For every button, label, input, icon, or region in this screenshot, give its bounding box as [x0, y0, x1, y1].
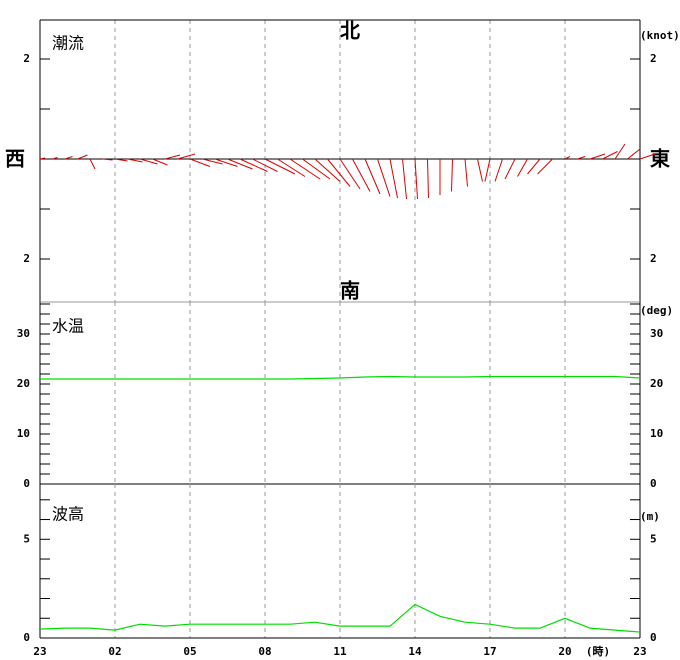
y-tick-label: 20 [17, 377, 30, 390]
current-vector [127, 158, 143, 163]
current-vector [102, 158, 113, 161]
x-tick-label: 11 [333, 645, 347, 658]
current-vector [214, 158, 238, 167]
y-tick-label: 2 [23, 52, 30, 65]
y-tick-label: 30 [650, 327, 663, 340]
y-tick-label: 0 [650, 477, 657, 490]
y-tick-label: 0 [23, 477, 30, 490]
y-tick-label: 30 [17, 327, 30, 340]
y-tick-label: 10 [650, 427, 663, 440]
x-axis-label: (時) [586, 644, 610, 658]
current-vector [227, 158, 253, 170]
y-tick-label: 0 [650, 631, 657, 644]
x-tick-label: 20 [558, 645, 571, 658]
current-vector [239, 158, 268, 172]
x-tick-label: 02 [108, 645, 121, 658]
y-tick-label: 2 [650, 52, 657, 65]
y-tick-label: 2 [23, 252, 30, 265]
current-vector [64, 156, 73, 160]
current-vector [202, 158, 223, 165]
current-vector [504, 158, 516, 180]
current-vector [189, 158, 211, 167]
x-tick-label: 05 [183, 645, 196, 658]
x-tick-label: 23 [633, 645, 646, 658]
current-vector [327, 158, 351, 187]
y-tick-label: 5 [23, 532, 30, 545]
current-vector [577, 156, 586, 160]
current-vector [39, 157, 46, 160]
unit-label: (deg) [640, 304, 673, 317]
x-tick-label: 23 [33, 645, 46, 658]
current-vector [277, 158, 306, 177]
x-tick-label: 17 [483, 645, 496, 658]
current-vector [627, 148, 641, 160]
current-vector [639, 153, 656, 160]
current-vector [484, 158, 491, 182]
current-vector [377, 158, 391, 197]
current-vector [602, 151, 618, 160]
current-vector [494, 158, 503, 182]
current-vector [402, 158, 407, 200]
unit-label: (m) [640, 510, 660, 523]
current-vector [339, 158, 361, 190]
current-vector [564, 156, 571, 160]
current-vector [414, 158, 418, 200]
current-vector [314, 158, 341, 182]
direction-west: 西 [5, 147, 25, 171]
current-vector [152, 158, 168, 166]
current-vector [427, 158, 429, 199]
y-tick-label: 20 [650, 377, 663, 390]
current-vector [589, 153, 606, 160]
unit-label: (knot) [640, 29, 680, 42]
data-line [40, 375, 641, 380]
y-tick-label: 0 [23, 631, 30, 644]
x-tick-label: 08 [258, 645, 271, 658]
panel-title: 水温 [52, 317, 84, 336]
current-vector [352, 158, 371, 192]
panel-title: 波高 [52, 505, 84, 524]
direction-north: 北 [340, 19, 360, 43]
current-vector [139, 158, 158, 165]
current-vector [164, 154, 181, 160]
current-vector [89, 158, 96, 170]
direction-east: 東 [650, 147, 670, 171]
current-vector [451, 158, 453, 192]
y-tick-label: 5 [650, 532, 657, 545]
current-vector [77, 154, 88, 160]
current-vector [614, 143, 626, 160]
current-vector [464, 158, 468, 187]
current-vector [477, 158, 483, 182]
current-vector [114, 158, 128, 162]
current-vector [177, 153, 196, 160]
current-vector [364, 158, 381, 195]
current-vector [537, 158, 553, 175]
current-vector [252, 158, 278, 172]
data-line [39, 603, 641, 633]
current-vector [289, 158, 321, 180]
current-vector [52, 157, 58, 160]
panel-title: 潮流 [52, 34, 84, 53]
current-vector [527, 158, 541, 175]
current-vector [302, 158, 331, 180]
x-tick-label: 14 [408, 645, 422, 658]
current-vector [517, 158, 528, 177]
y-tick-label: 10 [17, 427, 30, 440]
current-vector [264, 158, 296, 175]
current-vector [389, 158, 398, 199]
y-tick-label: 2 [650, 252, 657, 265]
direction-south: 南 [340, 279, 360, 303]
